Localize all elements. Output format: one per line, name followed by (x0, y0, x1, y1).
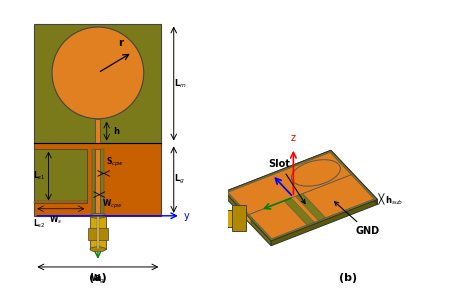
Text: L$_{s2}$: L$_{s2}$ (34, 218, 46, 230)
Bar (97, 216, 99, 249)
Text: L$_m$: L$_m$ (173, 77, 186, 90)
Bar (35, 143, 161, 216)
Bar (95, 149, 100, 216)
Polygon shape (249, 175, 374, 239)
Text: r: r (118, 38, 124, 48)
Text: x: x (251, 213, 256, 223)
Bar (35, 24, 161, 143)
Circle shape (52, 27, 144, 119)
FancyBboxPatch shape (212, 210, 246, 226)
Text: W$_s$: W$_s$ (49, 213, 62, 226)
Ellipse shape (90, 247, 106, 252)
Text: y: y (274, 177, 281, 187)
Text: SMA
Connector: SMA Connector (0, 293, 1, 294)
Polygon shape (228, 152, 351, 215)
Bar (100, 149, 104, 216)
Bar (91, 149, 95, 216)
Polygon shape (331, 150, 377, 204)
Ellipse shape (90, 213, 106, 218)
Text: z: z (291, 133, 296, 143)
Text: L$_g$: L$_g$ (174, 173, 185, 186)
Polygon shape (284, 193, 326, 225)
Text: (b): (b) (339, 273, 357, 283)
Ellipse shape (206, 210, 218, 226)
Bar (35, 149, 87, 203)
Polygon shape (292, 196, 319, 222)
Bar (88, 228, 108, 240)
Text: S$_{cpw}$: S$_{cpw}$ (106, 156, 124, 169)
Polygon shape (292, 160, 340, 186)
Text: y: y (183, 211, 189, 221)
Polygon shape (271, 199, 377, 246)
Polygon shape (225, 192, 271, 246)
Text: W$_g$: W$_g$ (91, 273, 105, 286)
Text: h$_{sub}$: h$_{sub}$ (385, 194, 403, 207)
Polygon shape (225, 150, 377, 241)
Text: W$_{cpw}$: W$_{cpw}$ (102, 198, 123, 211)
Text: GND: GND (335, 202, 380, 236)
Bar (35, 201, 87, 203)
Ellipse shape (209, 215, 214, 222)
Text: Slot: Slot (269, 159, 305, 203)
Bar (95, 119, 100, 143)
Text: (a): (a) (89, 273, 107, 283)
Bar (90, 216, 106, 249)
Text: h: h (113, 127, 119, 136)
Polygon shape (243, 211, 251, 225)
Polygon shape (225, 150, 331, 197)
Text: L$_{s1}$: L$_{s1}$ (33, 170, 46, 182)
FancyBboxPatch shape (232, 205, 246, 231)
